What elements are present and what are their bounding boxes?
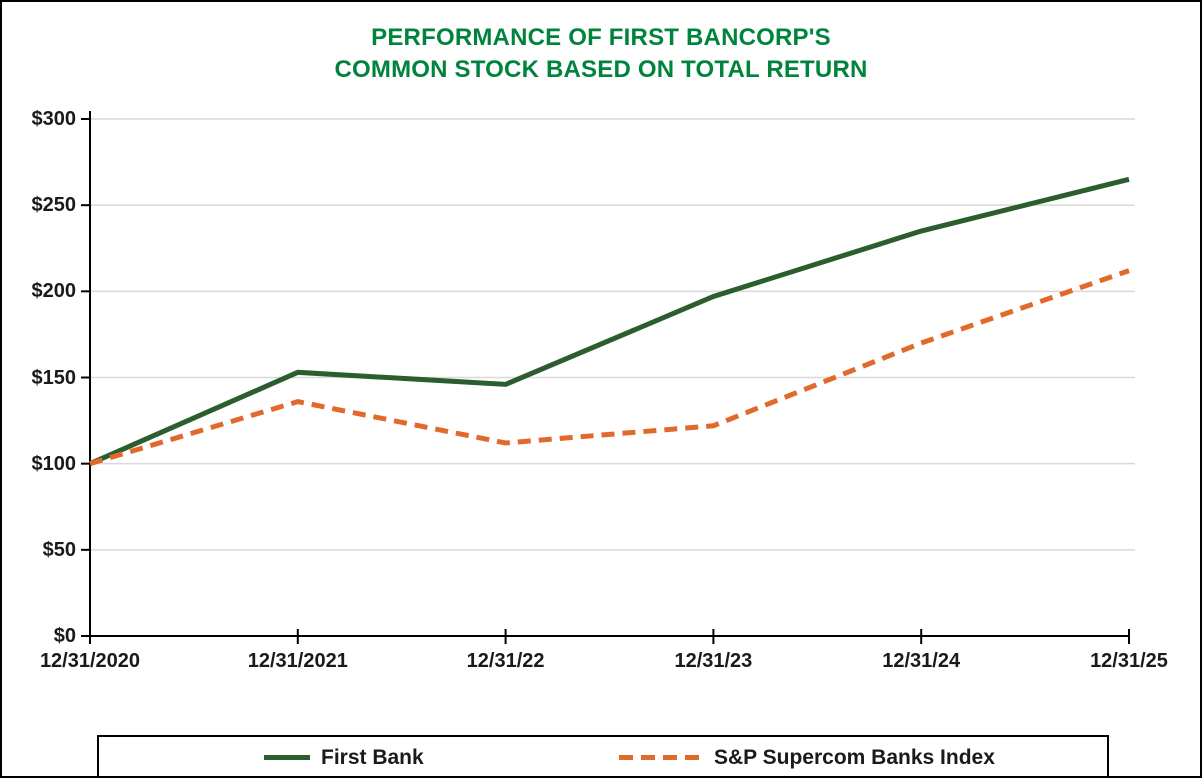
first-bank-line-swatch-icon xyxy=(264,755,310,760)
legend-item-first-bank: First Bank xyxy=(264,737,424,776)
legend-item-sp-index: S&P Supercom Banks Index xyxy=(619,737,995,776)
sp-index-line-swatch-icon xyxy=(619,755,703,760)
chart-title-line1: PERFORMANCE OF FIRST BANCORP'S xyxy=(371,24,831,51)
y-tick-label-0: $0 xyxy=(53,625,76,647)
legend-box: First Bank S&P Supercom Banks Index xyxy=(97,735,1109,776)
y-tick-label-50: $50 xyxy=(42,538,76,561)
chart-title-line2: COMMON STOCK BASED ON TOTAL RETURN xyxy=(334,56,868,84)
x-tick-label-2023: 12/31/23 xyxy=(674,650,753,672)
y-tick-label-300: $300 xyxy=(31,108,77,130)
y-tick-label-100: $100 xyxy=(31,452,77,475)
x-tick-label-2025: 12/31/25 xyxy=(1090,650,1168,672)
legend-label-sp-index: S&P Supercom Banks Index xyxy=(714,745,995,769)
x-tick-label-2020: 12/31/2020 xyxy=(39,650,141,672)
chart-title: PERFORMANCE OF FIRST BANCORP'S COMMON ST… xyxy=(2,22,1200,87)
x-tick-label-2021: 12/31/2021 xyxy=(247,650,348,672)
x-tick-label-2024: 12/31/24 xyxy=(882,650,961,672)
y-tick-label-150: $150 xyxy=(31,366,77,389)
series-line-sp-index xyxy=(89,268,1130,467)
y-tick-label-250: $250 xyxy=(31,194,77,217)
series-line-first-bank xyxy=(88,176,1130,466)
y-tick-label-200: $200 xyxy=(31,280,77,303)
legend-label-first-bank: First Bank xyxy=(321,745,424,769)
x-tick-label-2022: 12/31/22 xyxy=(466,650,545,672)
